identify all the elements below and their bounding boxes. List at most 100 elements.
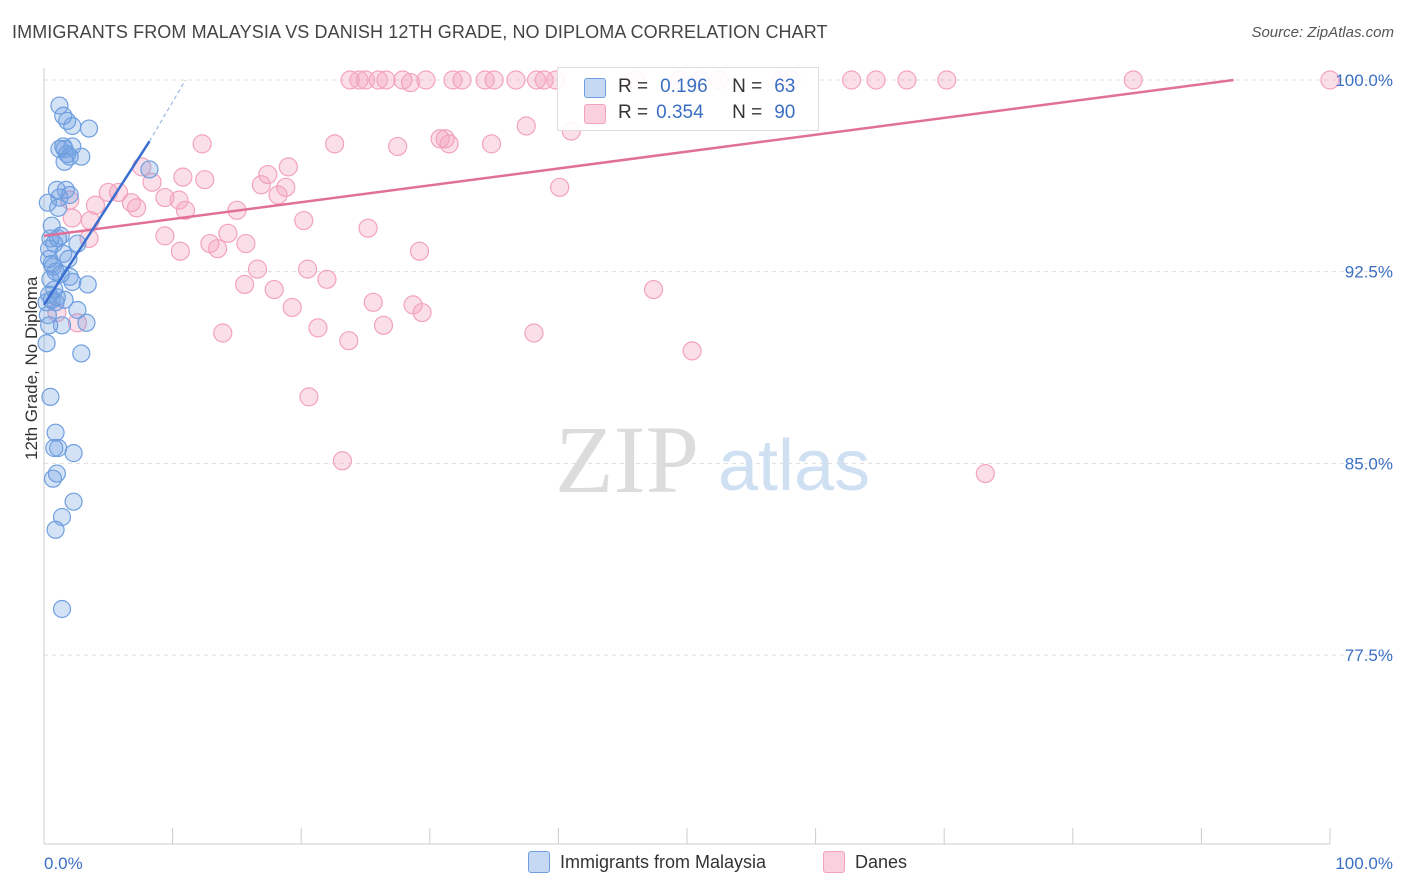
legend-n-label: N = (732, 76, 763, 97)
danes-point (534, 70, 554, 90)
danes-point (80, 210, 100, 231)
danes-point (175, 200, 196, 220)
malaysia-trend-extension (148, 79, 186, 142)
danes-point (169, 190, 189, 210)
danes-point (325, 134, 345, 154)
danes-point (526, 70, 547, 90)
malaysia-point (77, 313, 96, 332)
malaysia-point (37, 334, 56, 353)
danes-point (400, 72, 421, 93)
danes-point (430, 129, 450, 149)
danes-point (1123, 70, 1143, 90)
bottom-legend-label: Immigrants from Malaysia (560, 851, 767, 872)
malaysia-point (50, 188, 69, 207)
malaysia-point (46, 520, 65, 539)
danes-point (236, 233, 256, 254)
bottom-swatch-malaysia (528, 851, 550, 873)
danes-point (682, 341, 702, 361)
tick-labels: 77.5% 85.0% 92.5% 100.0% 0.0% 100.0% (44, 71, 1393, 873)
danes-point (452, 70, 472, 90)
malaysia-point (55, 139, 74, 159)
malaysia-point (41, 387, 60, 406)
danes-point (358, 218, 378, 238)
danes-point (412, 302, 432, 323)
legend-r-value: 0.354 (656, 102, 704, 123)
bottom-legend-label: Danes (855, 851, 908, 872)
legend-n-value: 63 (774, 76, 796, 97)
danes-point (278, 157, 298, 177)
danes-point (208, 239, 228, 259)
danes-point (435, 129, 455, 149)
malaysia-point (68, 300, 87, 320)
y-tick-label: 92.5% (1345, 263, 1393, 282)
chart-title: IMMIGRANTS FROM MALAYSIA VS DANISH 12TH … (12, 22, 828, 42)
malaysia-point (54, 244, 73, 263)
danes-point (506, 70, 526, 90)
danes-point (264, 279, 284, 300)
danes-point (308, 318, 328, 338)
bottom-swatch-danes (823, 851, 845, 873)
danes-point (897, 70, 917, 90)
danes-point (121, 193, 142, 213)
danes-point (173, 167, 193, 187)
malaysia-point (45, 438, 64, 458)
danes-point (155, 226, 175, 246)
danes-point (282, 297, 302, 318)
danes-point (258, 164, 278, 185)
danes-point (85, 195, 106, 215)
legend-r-label: R = (618, 102, 649, 123)
stats-legend: R = 0.196 N = 63 R = 0.354 N = 90 (557, 67, 819, 131)
malaysia-point (38, 193, 57, 212)
danes-point (368, 70, 388, 90)
danes-point (388, 136, 408, 157)
danes-point (842, 70, 862, 90)
y-tick-label: 77.5% (1345, 646, 1393, 665)
malaysia-point (50, 96, 69, 115)
danes-point (937, 70, 957, 90)
danes-point (195, 170, 215, 190)
malaysia-point (52, 599, 72, 619)
danes-point (218, 223, 238, 243)
malaysia-point (40, 239, 59, 258)
malaysia-point (55, 152, 74, 171)
danes-point (409, 241, 430, 261)
legend-r-value: 0.196 (660, 76, 708, 97)
malaysia-point (58, 111, 77, 130)
malaysia-point (78, 275, 97, 294)
danes-point (975, 463, 995, 484)
malaysia-point (42, 216, 61, 235)
x-tick-label: 0.0% (44, 854, 83, 873)
danes-point (481, 134, 502, 154)
axes (43, 68, 1331, 845)
watermark-atlas: atlas (718, 426, 870, 506)
malaysia-trend-line (42, 140, 151, 306)
danes-point (393, 70, 413, 90)
danes-point (376, 70, 396, 90)
legend-row-danes: R = 0.354 N = 90 (584, 101, 795, 125)
malaysia-point (140, 160, 159, 179)
danes-point (213, 323, 233, 343)
legend-n-label: N = (732, 102, 763, 123)
danes-point (349, 70, 369, 90)
danes-point (416, 70, 436, 90)
y-tick-label: 100.0% (1335, 71, 1393, 90)
malaysia-points (37, 96, 159, 619)
source-credit: Source: ZipAtlas.com (1251, 24, 1394, 41)
legend-swatch-malaysia (584, 78, 606, 98)
danes-point (363, 292, 383, 312)
watermark-zip: ZIP (555, 406, 699, 513)
trend-lines (42, 78, 1234, 306)
malaysia-point (46, 423, 65, 442)
legend-row-malaysia: R = 0.196 N = 63 (584, 75, 796, 99)
danes-point (439, 134, 459, 154)
danes-point (373, 315, 394, 335)
danes-point (866, 70, 886, 90)
danes-point (268, 185, 288, 205)
danes-point (276, 177, 296, 197)
danes-point (317, 269, 337, 289)
danes-point (294, 210, 314, 231)
danes-trend-line (43, 78, 1234, 238)
x-tick-label: 100.0% (1335, 854, 1393, 873)
y-tick-label: 85.0% (1345, 454, 1393, 473)
